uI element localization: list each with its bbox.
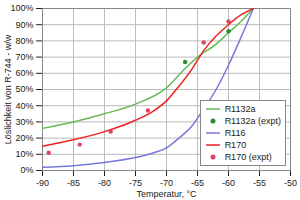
svg-text:40%: 40%	[15, 101, 33, 111]
svg-text:100%: 100%	[10, 3, 33, 13]
html-text:R1132a: R1132a	[224, 104, 256, 114]
svg-text:-90: -90	[36, 178, 49, 188]
svg-text:60%: 60%	[15, 68, 33, 78]
svg-text:-70: -70	[160, 178, 173, 188]
svg-text:80%: 80%	[15, 36, 33, 46]
svg-text:-80: -80	[98, 178, 111, 188]
html-text:R116: R116	[224, 128, 246, 138]
svg-text:50%: 50%	[15, 84, 33, 94]
svg-text:10%: 10%	[15, 149, 33, 159]
svg-text:20%: 20%	[15, 133, 33, 143]
html-text:R1132a (expt): R1132a (expt)	[224, 116, 281, 126]
svg-text:0%: 0%	[20, 165, 33, 175]
svg-text:Temperatur, °C: Temperatur, °C	[136, 189, 197, 199]
svg-text:-55: -55	[253, 178, 266, 188]
svg-text:90%: 90%	[15, 20, 33, 30]
svg-text:-75: -75	[129, 178, 142, 188]
svg-text:Löslichkeit von R-744 - w/w: Löslichkeit von R-744 - w/w	[3, 34, 13, 144]
svg-text:-50: -50	[284, 178, 297, 188]
svg-text:-60: -60	[222, 178, 235, 188]
svg-text:-85: -85	[67, 178, 80, 188]
svg-text:30%: 30%	[15, 117, 33, 127]
html-text:R170: R170	[224, 140, 247, 150]
html-text:R170 (expt): R170 (expt)	[224, 152, 272, 162]
svg-text:70%: 70%	[15, 52, 33, 62]
svg-text:-65: -65	[191, 178, 204, 188]
